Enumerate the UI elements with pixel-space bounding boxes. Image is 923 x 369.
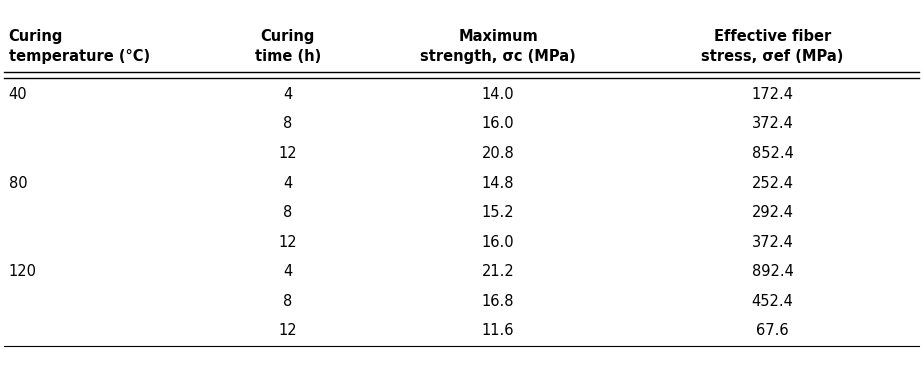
Text: Maximum
strength, σc (MPa): Maximum strength, σc (MPa) xyxy=(420,29,576,64)
Text: 372.4: 372.4 xyxy=(751,235,794,250)
Text: 11.6: 11.6 xyxy=(482,324,514,338)
Text: 12: 12 xyxy=(279,324,297,338)
Text: 16.0: 16.0 xyxy=(482,235,514,250)
Text: 4: 4 xyxy=(283,264,293,279)
Text: 120: 120 xyxy=(8,264,37,279)
Text: 8: 8 xyxy=(283,205,293,220)
Text: 67.6: 67.6 xyxy=(756,324,789,338)
Text: 20.8: 20.8 xyxy=(482,146,514,161)
Text: 80: 80 xyxy=(8,176,28,191)
Text: 14.0: 14.0 xyxy=(482,87,514,102)
Text: 372.4: 372.4 xyxy=(751,117,794,131)
Text: 14.8: 14.8 xyxy=(482,176,514,191)
Text: 172.4: 172.4 xyxy=(751,87,794,102)
Text: 16.8: 16.8 xyxy=(482,294,514,309)
Text: 40: 40 xyxy=(8,87,28,102)
Text: Curing
temperature (°C): Curing temperature (°C) xyxy=(8,29,150,64)
Text: 21.2: 21.2 xyxy=(482,264,514,279)
Text: Effective fiber
stress, σef (MPa): Effective fiber stress, σef (MPa) xyxy=(701,29,844,64)
Text: Curing
time (h): Curing time (h) xyxy=(255,29,321,64)
Text: 15.2: 15.2 xyxy=(482,205,514,220)
Text: 4: 4 xyxy=(283,176,293,191)
Text: 252.4: 252.4 xyxy=(751,176,794,191)
Text: 852.4: 852.4 xyxy=(751,146,794,161)
Text: 892.4: 892.4 xyxy=(751,264,794,279)
Text: 8: 8 xyxy=(283,117,293,131)
Text: 12: 12 xyxy=(279,146,297,161)
Text: 292.4: 292.4 xyxy=(751,205,794,220)
Text: 16.0: 16.0 xyxy=(482,117,514,131)
Text: 4: 4 xyxy=(283,87,293,102)
Text: 12: 12 xyxy=(279,235,297,250)
Text: 452.4: 452.4 xyxy=(751,294,794,309)
Text: 8: 8 xyxy=(283,294,293,309)
